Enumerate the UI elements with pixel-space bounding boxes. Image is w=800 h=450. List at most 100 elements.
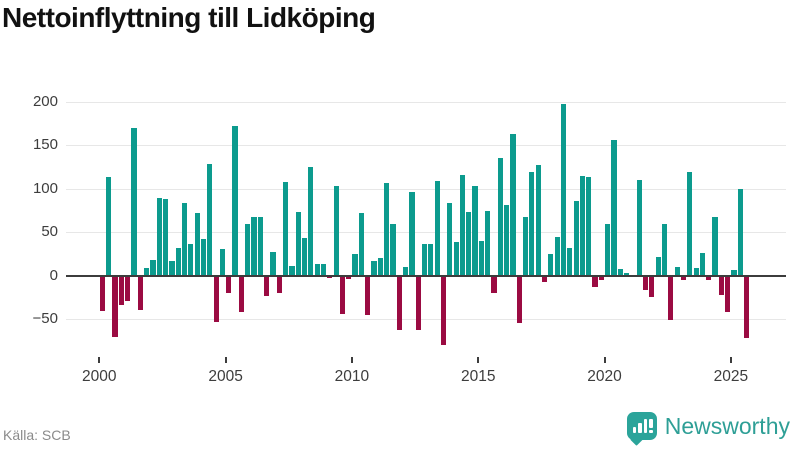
bar-2025q2 — [737, 188, 743, 276]
gridline — [66, 101, 786, 103]
x-tick-label: 2000 — [82, 368, 117, 385]
page-title: Nettoinflyttning till Lidköping — [2, 2, 376, 33]
bar-2025q3 — [744, 275, 750, 339]
y-tick-label: 0 — [49, 266, 58, 284]
bar-2001q2 — [131, 127, 137, 276]
bar-2000q1 — [99, 275, 106, 312]
gridline — [66, 319, 786, 321]
bar-2009q4 — [346, 275, 352, 280]
bar-2016q1 — [504, 205, 510, 276]
bar-2015q4 — [497, 158, 503, 276]
bar-2009q2 — [333, 186, 339, 276]
bar-chart-speech-bubble-icon — [626, 412, 657, 446]
bar-2000q3 — [112, 275, 118, 338]
bar-2010q3 — [365, 275, 371, 315]
bar-2016q2 — [510, 133, 516, 276]
bar-2008q1 — [301, 238, 308, 276]
bar-2001q4 — [144, 267, 150, 276]
bar-2013q3 — [440, 275, 447, 346]
bar-2004q2 — [207, 164, 213, 276]
bar-2011q1 — [377, 258, 383, 276]
bar-2011q3 — [390, 224, 396, 276]
bar-2017q3 — [541, 275, 548, 282]
bar-2010q2 — [358, 213, 364, 276]
bar-2018q2 — [560, 104, 567, 276]
x-tick-label: 2020 — [587, 368, 622, 385]
bar-2022q2 — [661, 223, 668, 276]
bar-2013q4 — [447, 203, 453, 276]
bar-2008q3 — [314, 264, 320, 276]
bar-2014q4 — [472, 186, 478, 276]
bar-2020q1 — [605, 224, 611, 276]
newsworthy-logo[interactable]: Newsworthy — [626, 412, 790, 446]
bar-2023q2 — [687, 172, 693, 276]
bar-2001q3 — [137, 275, 143, 310]
bar-chart-plot-area — [66, 80, 786, 352]
zero-axis-line — [66, 274, 786, 277]
bar-2013q1 — [428, 243, 434, 276]
bar-2014q2 — [459, 174, 466, 276]
x-tick-mark — [603, 357, 606, 363]
bar-2018q4 — [573, 200, 579, 276]
source-caption: Källa: SCB — [3, 427, 71, 443]
bar-2014q3 — [466, 212, 472, 276]
bar-2002q1 — [150, 260, 156, 276]
bar-2022q4 — [674, 267, 680, 276]
bar-2019q4 — [598, 275, 604, 281]
x-tick-mark — [477, 357, 480, 363]
y-tick-label: 150 — [32, 136, 58, 154]
bar-2007q4 — [295, 212, 301, 276]
bar-2020q2 — [611, 139, 617, 276]
bar-2017q4 — [548, 253, 554, 276]
bar-2003q4 — [194, 213, 200, 276]
bar-2006q1 — [251, 217, 257, 276]
bar-2023q4 — [699, 253, 706, 276]
bar-2003q3 — [188, 244, 194, 276]
y-tick-label: 200 — [32, 92, 58, 110]
bar-2016q4 — [522, 216, 529, 276]
bar-2017q1 — [529, 172, 535, 276]
bar-2005q3 — [238, 275, 244, 313]
bar-2021q3 — [642, 275, 649, 290]
bar-2022q1 — [655, 256, 661, 276]
bar-2009q1 — [327, 275, 333, 279]
bar-2007q1 — [276, 275, 282, 294]
y-tick-label: 50 — [41, 223, 58, 241]
x-tick-mark — [98, 357, 101, 363]
brand-name: Newsworthy — [664, 412, 790, 439]
bar-2002q3 — [163, 199, 169, 276]
x-tick-label: 2015 — [460, 368, 496, 385]
bar-2008q2 — [308, 166, 314, 276]
bar-2000q2 — [106, 177, 112, 276]
bar-2024q4 — [725, 275, 731, 313]
bar-2020q4 — [624, 273, 630, 276]
bar-2006q4 — [270, 252, 276, 276]
bar-2024q2 — [712, 217, 718, 276]
bar-2010q1 — [352, 253, 358, 276]
gridline — [66, 188, 786, 190]
bar-2014q1 — [453, 241, 459, 276]
bar-2007q3 — [289, 266, 295, 276]
bar-2013q2 — [434, 180, 440, 276]
bar-2021q4 — [649, 275, 655, 297]
bar-2004q1 — [200, 239, 207, 276]
bar-2019q1 — [579, 175, 586, 276]
bar-2010q4 — [371, 260, 377, 276]
bar-2021q2 — [636, 180, 642, 276]
bar-2002q2 — [156, 198, 162, 276]
bar-2005q1 — [226, 275, 232, 294]
x-tick-mark — [350, 357, 353, 363]
y-tick-label: 100 — [32, 179, 58, 197]
x-tick-label: 2025 — [713, 368, 749, 385]
gridline — [66, 145, 786, 147]
bar-2011q4 — [396, 275, 402, 331]
bar-2020q3 — [617, 268, 623, 276]
bar-2015q1 — [478, 240, 484, 276]
bar-2001q1 — [125, 275, 131, 301]
bar-2005q2 — [232, 126, 238, 276]
bar-2016q3 — [516, 275, 522, 323]
bar-2024q1 — [706, 275, 712, 281]
bar-2008q4 — [320, 263, 327, 276]
bar-2019q2 — [586, 176, 592, 276]
y-tick-label: −50 — [32, 310, 58, 328]
